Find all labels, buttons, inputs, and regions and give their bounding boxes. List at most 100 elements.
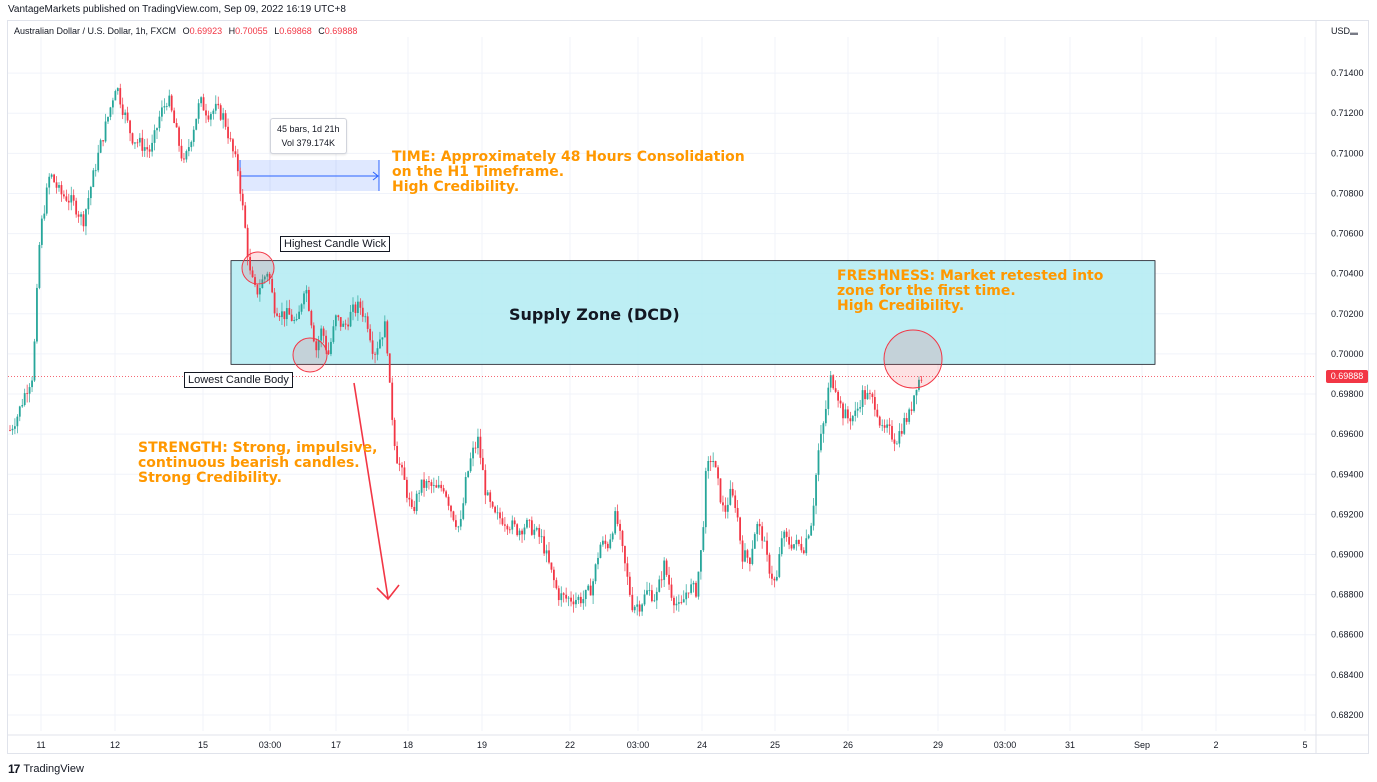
candle <box>435 479 438 488</box>
candle <box>285 300 288 326</box>
candle <box>430 479 433 494</box>
candle <box>812 497 815 531</box>
candle <box>506 523 509 535</box>
candle <box>99 138 102 154</box>
candle <box>246 224 249 266</box>
candle <box>14 418 16 435</box>
low-value: 0.69868 <box>279 26 312 36</box>
candle <box>423 472 425 497</box>
candle <box>636 596 639 616</box>
tradingview-logo[interactable]: 17 TradingView <box>8 762 84 776</box>
freshness-line-1: FRESHNESS: Market retested into <box>837 268 1104 284</box>
candle <box>170 94 173 113</box>
candle <box>677 594 680 612</box>
candle <box>185 149 188 163</box>
candle <box>614 507 617 536</box>
candle <box>442 484 445 494</box>
candle <box>548 541 550 565</box>
candle <box>714 460 717 468</box>
candle <box>288 299 291 315</box>
candle <box>641 603 643 616</box>
candle <box>827 382 830 416</box>
candle <box>802 547 805 555</box>
candle <box>680 595 683 605</box>
candle <box>401 462 403 476</box>
candle <box>396 441 398 464</box>
candle <box>310 309 313 329</box>
candle <box>249 248 251 275</box>
candle <box>648 582 651 596</box>
candle <box>844 403 847 419</box>
candle <box>565 587 568 603</box>
candle <box>908 407 911 425</box>
candle <box>28 383 31 403</box>
candle <box>513 517 516 527</box>
candle <box>26 384 29 403</box>
candle <box>712 452 715 468</box>
candle <box>131 132 134 146</box>
candle <box>751 540 754 566</box>
candle <box>210 111 212 127</box>
currency-menu-icon[interactable]: ▬ <box>1350 28 1358 37</box>
candle <box>685 584 688 606</box>
candle <box>121 97 124 120</box>
candle <box>77 210 80 223</box>
candle <box>604 534 607 549</box>
candle <box>408 492 411 507</box>
candle <box>462 497 465 521</box>
candle <box>393 417 396 451</box>
time-annotation: TIME: Approximately 48 Hours Consolidati… <box>392 150 745 195</box>
candle <box>523 523 526 541</box>
candle <box>479 428 482 465</box>
candle <box>202 93 205 111</box>
candle <box>545 544 548 563</box>
y-tick-label: 0.71400 <box>1331 68 1364 78</box>
candle <box>575 592 577 609</box>
y-tick-label: 0.70600 <box>1331 229 1364 239</box>
candle <box>48 173 51 195</box>
candle <box>11 424 14 435</box>
candle <box>704 467 707 534</box>
y-tick-label: 0.70200 <box>1331 309 1364 319</box>
candle <box>229 131 232 142</box>
candle <box>553 566 555 588</box>
candle <box>219 103 222 121</box>
candle <box>587 584 590 592</box>
candle <box>734 490 737 513</box>
candle <box>472 441 474 467</box>
candle <box>300 303 303 315</box>
candle <box>371 331 374 360</box>
candle <box>805 529 808 556</box>
candle <box>631 586 634 613</box>
candle <box>173 107 176 124</box>
candle <box>450 504 452 518</box>
time-line-3: High Credibility. <box>392 179 520 195</box>
candle <box>864 386 866 405</box>
candle <box>244 201 247 229</box>
candle <box>749 557 751 572</box>
candle <box>499 507 501 525</box>
y-tick-label: 0.69800 <box>1331 389 1364 399</box>
candle <box>38 241 41 290</box>
retest-circle <box>883 329 943 389</box>
candle <box>31 376 33 393</box>
candle <box>224 110 227 130</box>
candle <box>673 595 675 614</box>
candle <box>141 129 144 157</box>
candle <box>842 401 844 426</box>
candle <box>413 500 416 514</box>
candle <box>876 403 879 418</box>
candle <box>256 284 259 298</box>
candle <box>628 572 631 597</box>
x-tick-label: 15 <box>198 740 208 750</box>
supply-zone <box>230 260 1156 365</box>
candle <box>227 118 229 144</box>
candle <box>251 266 254 278</box>
currency-label[interactable]: USD <box>1331 26 1351 36</box>
candle <box>163 98 166 114</box>
candle <box>521 528 523 543</box>
candle <box>180 139 183 162</box>
candle <box>790 536 793 551</box>
candle <box>168 89 171 108</box>
